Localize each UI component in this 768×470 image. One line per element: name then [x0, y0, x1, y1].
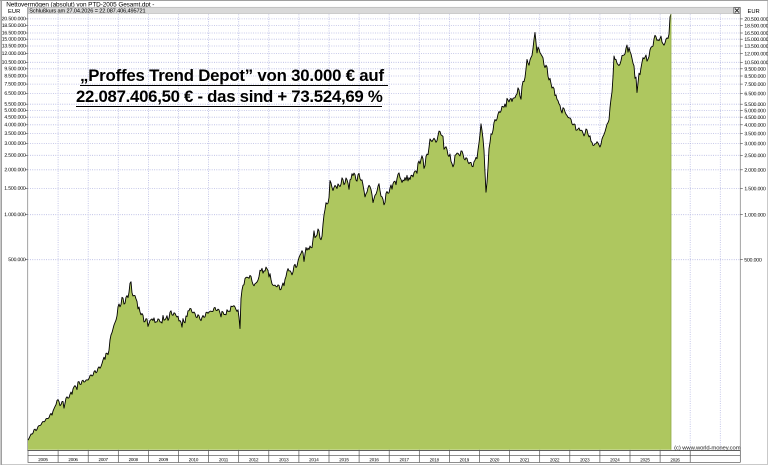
svg-text:3.000.000: 3.000.000 [744, 141, 766, 147]
svg-text:2025: 2025 [640, 457, 650, 462]
svg-text:12.000.000: 12.000.000 [744, 51, 768, 57]
svg-text:3.500.000: 3.500.000 [4, 131, 26, 137]
svg-text:2021: 2021 [520, 457, 530, 462]
svg-text:7.500.000: 7.500.000 [744, 82, 766, 88]
svg-text:3.000.000: 3.000.000 [4, 141, 26, 147]
svg-text:10.500.000: 10.500.000 [2, 60, 26, 66]
svg-text:5.000.000: 5.000.000 [744, 108, 766, 114]
svg-text:16.500.000: 16.500.000 [744, 31, 768, 37]
svg-text:2020: 2020 [490, 457, 500, 462]
svg-text:2005: 2005 [38, 457, 48, 462]
svg-text:2014: 2014 [309, 457, 319, 462]
svg-text:EUR: EUR [748, 9, 760, 15]
svg-text:18.500.000: 18.500.000 [2, 23, 26, 29]
svg-text:2016: 2016 [369, 457, 379, 462]
svg-text:Schlußkurs am 27.04.2026 = 22.: Schlußkurs am 27.04.2026 = 22.087.406,49… [29, 9, 145, 15]
svg-text:2.500.000: 2.500.000 [4, 153, 26, 159]
svg-text:(c) www.world-money.com: (c) www.world-money.com [674, 446, 741, 452]
svg-text:500.000: 500.000 [744, 257, 762, 263]
svg-text:2.000.000: 2.000.000 [4, 167, 26, 173]
svg-text:4.000.000: 4.000.000 [4, 122, 26, 128]
svg-text:8.500.000: 8.500.000 [4, 73, 26, 79]
svg-text:6.500.000: 6.500.000 [4, 91, 26, 97]
svg-text:5.500.000: 5.500.000 [744, 102, 766, 108]
svg-text:3.500.000: 3.500.000 [744, 131, 766, 137]
svg-text:18.500.000: 18.500.000 [744, 23, 768, 29]
svg-text:1.000.000: 1.000.000 [744, 212, 766, 218]
svg-text:6.500.000: 6.500.000 [744, 91, 766, 97]
svg-text:4.500.000: 4.500.000 [4, 115, 26, 121]
svg-text:20.500.000: 20.500.000 [2, 16, 26, 22]
svg-text:4.000.000: 4.000.000 [744, 123, 766, 129]
svg-text:1.500.000: 1.500.000 [4, 186, 26, 192]
svg-text:2010: 2010 [189, 457, 199, 462]
svg-text:13.500.000: 13.500.000 [744, 44, 768, 50]
svg-text:2023: 2023 [580, 457, 590, 462]
svg-text:1.000.000: 1.000.000 [4, 212, 26, 218]
svg-text:500.000: 500.000 [8, 257, 26, 263]
svg-text:12.000.000: 12.000.000 [2, 51, 26, 57]
svg-text:9.500.000: 9.500.000 [744, 67, 766, 73]
svg-text:2013: 2013 [279, 457, 289, 462]
svg-text:9.500.000: 9.500.000 [4, 66, 26, 72]
svg-text:2018: 2018 [430, 457, 440, 462]
svg-text:2026: 2026 [670, 457, 680, 462]
svg-text:2008: 2008 [129, 457, 139, 462]
svg-text:Nettovermögen (absolut) von PT: Nettovermögen (absolut) von PTD-2005 Ges… [6, 1, 154, 8]
svg-text:2022: 2022 [550, 457, 560, 462]
svg-text:2.000.000: 2.000.000 [744, 168, 766, 174]
svg-text:2024: 2024 [610, 457, 620, 462]
svg-text:5.000.000: 5.000.000 [4, 108, 26, 114]
svg-text:2009: 2009 [159, 457, 169, 462]
svg-text:2011: 2011 [219, 457, 229, 462]
svg-text:4.500.000: 4.500.000 [744, 115, 766, 121]
svg-text:15.000.000: 15.000.000 [744, 37, 768, 43]
svg-text:5.500.000: 5.500.000 [4, 102, 26, 108]
svg-text:15.000.000: 15.000.000 [2, 37, 26, 43]
svg-text:8.500.000: 8.500.000 [744, 74, 766, 80]
svg-text:2012: 2012 [249, 457, 259, 462]
svg-text:2015: 2015 [339, 457, 349, 462]
svg-text:2019: 2019 [460, 457, 470, 462]
svg-text:10.500.000: 10.500.000 [744, 60, 768, 66]
svg-text:20.500.000: 20.500.000 [744, 17, 768, 23]
svg-text:7.500.000: 7.500.000 [4, 82, 26, 88]
svg-text:13.500.000: 13.500.000 [2, 43, 26, 49]
svg-text:16.500.000: 16.500.000 [2, 30, 26, 36]
svg-text:2006: 2006 [68, 457, 78, 462]
svg-text:EUR: EUR [8, 9, 20, 15]
svg-text:1.500.000: 1.500.000 [744, 186, 766, 192]
svg-text:2007: 2007 [98, 457, 108, 462]
svg-text:2017: 2017 [399, 457, 409, 462]
svg-text:2.500.000: 2.500.000 [744, 153, 766, 159]
